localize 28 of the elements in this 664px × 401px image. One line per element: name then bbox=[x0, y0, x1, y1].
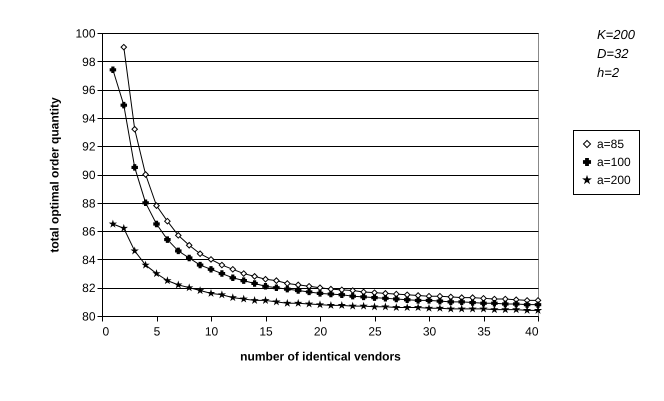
y-tick-label: 84 bbox=[82, 252, 96, 267]
y-tick-label: 86 bbox=[82, 224, 96, 239]
x-tick-label: 20 bbox=[314, 324, 328, 338]
legend-label: a=85 bbox=[597, 137, 624, 151]
text: h=2 bbox=[597, 64, 620, 82]
y-tick-label: 96 bbox=[82, 83, 96, 98]
x-tick-label: 40 bbox=[525, 324, 539, 338]
x-tick-label: 10 bbox=[204, 324, 218, 338]
y-tick-label: 98 bbox=[82, 54, 96, 69]
y-tick-label: 92 bbox=[82, 140, 96, 154]
x-tick-label: 5 bbox=[154, 324, 161, 338]
legend-label: a=200 bbox=[597, 173, 632, 187]
x-tick-label: 0 bbox=[102, 324, 110, 338]
y-tick-label: 88 bbox=[82, 196, 96, 210]
x-tick-label: 15 bbox=[259, 324, 273, 338]
text: K=200 bbox=[597, 26, 635, 44]
x-tick-label: 30 bbox=[422, 324, 436, 338]
y-axis-title: total optimal order quantity bbox=[47, 97, 62, 253]
y-tick-label: 100 bbox=[75, 26, 96, 40]
x-axis-title: number of identical vendors bbox=[240, 350, 402, 364]
x-tick-label: 25 bbox=[368, 324, 382, 338]
y-tick-label: 82 bbox=[82, 281, 96, 296]
y-tick-label: 94 bbox=[82, 111, 96, 126]
y-tick-label: 80 bbox=[82, 310, 96, 324]
x-tick-label: 35 bbox=[477, 324, 491, 338]
text: D=32 bbox=[597, 45, 630, 63]
y-tick-label: 90 bbox=[82, 168, 96, 182]
legend-label: a=100 bbox=[597, 155, 632, 169]
